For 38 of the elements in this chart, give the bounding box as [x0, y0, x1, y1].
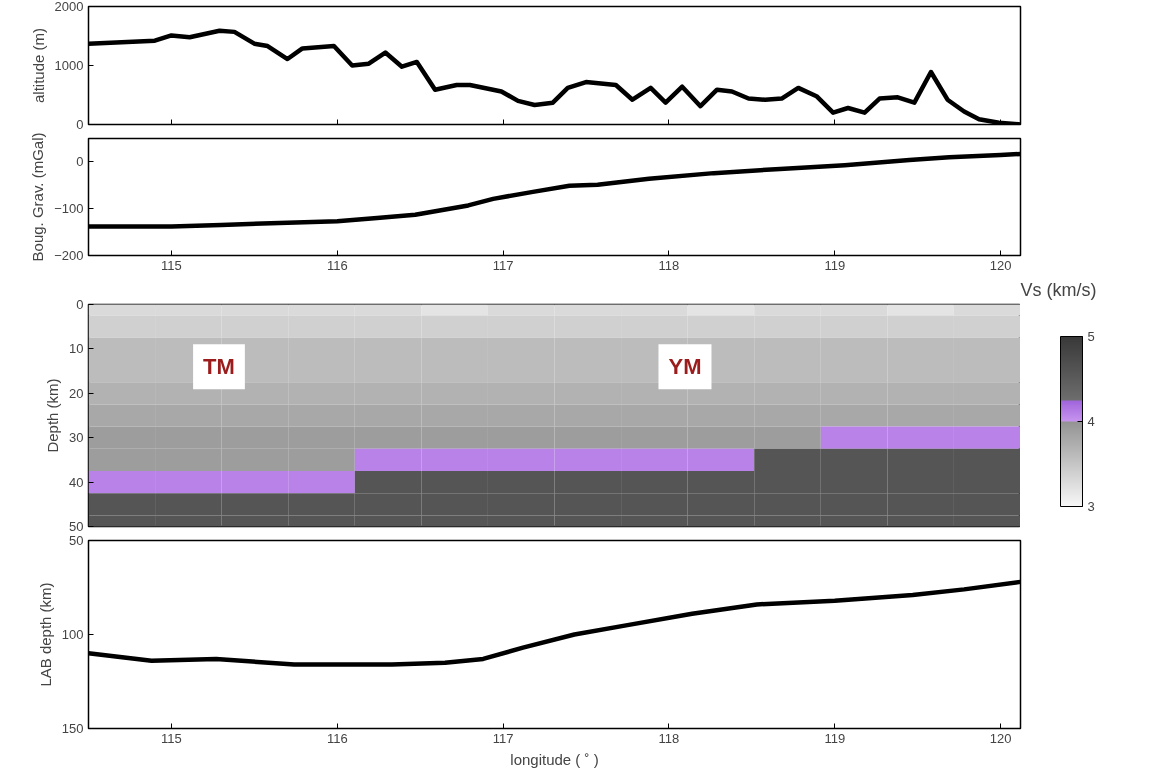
x-tick-label: 119 — [824, 257, 846, 273]
y-tick-label: 150 — [61, 721, 84, 736]
x-tick-label: 115 — [161, 730, 182, 746]
y-axis-title: altitude (m) — [29, 27, 47, 104]
y-tick-label: 10 — [69, 341, 84, 357]
y-tick-label: 2000 — [54, 0, 84, 14]
x-tick-label: 118 — [658, 730, 680, 746]
y-tick-label: −200 — [54, 248, 84, 263]
x-tick-label: 117 — [492, 730, 514, 746]
x-tick-label: 118 — [658, 257, 680, 273]
x-tick-label: 115 — [161, 257, 182, 273]
color-bar-label: 4 — [1087, 414, 1095, 429]
y-tick-label: 1000 — [54, 58, 84, 73]
annotation: YM — [668, 354, 702, 380]
annotation: TM — [203, 354, 235, 380]
x-tick-label: 119 — [824, 730, 846, 746]
y-tick-label: 50 — [69, 533, 84, 548]
y-tick-label: −100 — [54, 201, 84, 217]
y-axis-title: LAB depth (km) — [36, 582, 54, 687]
y-tick-label: 0 — [76, 297, 84, 312]
x-axis-title: longitude ( ˚ ) — [510, 750, 599, 768]
y-tick-label: 0 — [76, 154, 84, 170]
color-bar-label: 3 — [1087, 499, 1095, 514]
x-tick-label: 120 — [989, 257, 1012, 273]
y-tick-label: 20 — [69, 385, 84, 401]
x-tick-label: 120 — [989, 730, 1012, 746]
x-tick-label: 116 — [326, 257, 348, 273]
y-tick-label: 30 — [69, 430, 84, 446]
y-tick-label: 0 — [76, 117, 84, 132]
y-tick-label: 50 — [69, 519, 84, 534]
x-tick-label: 117 — [492, 257, 514, 273]
y-tick-label: 40 — [69, 474, 84, 490]
x-tick-label: 116 — [326, 730, 348, 746]
y-axis-title: Boug. Grav. (mGal) — [29, 132, 47, 262]
y-tick-label: 100 — [61, 627, 84, 642]
color-bar-title: Vs (km/s) — [1020, 279, 1097, 300]
y-axis-title: Depth (km) — [44, 378, 62, 453]
color-bar-label: 5 — [1087, 329, 1095, 344]
